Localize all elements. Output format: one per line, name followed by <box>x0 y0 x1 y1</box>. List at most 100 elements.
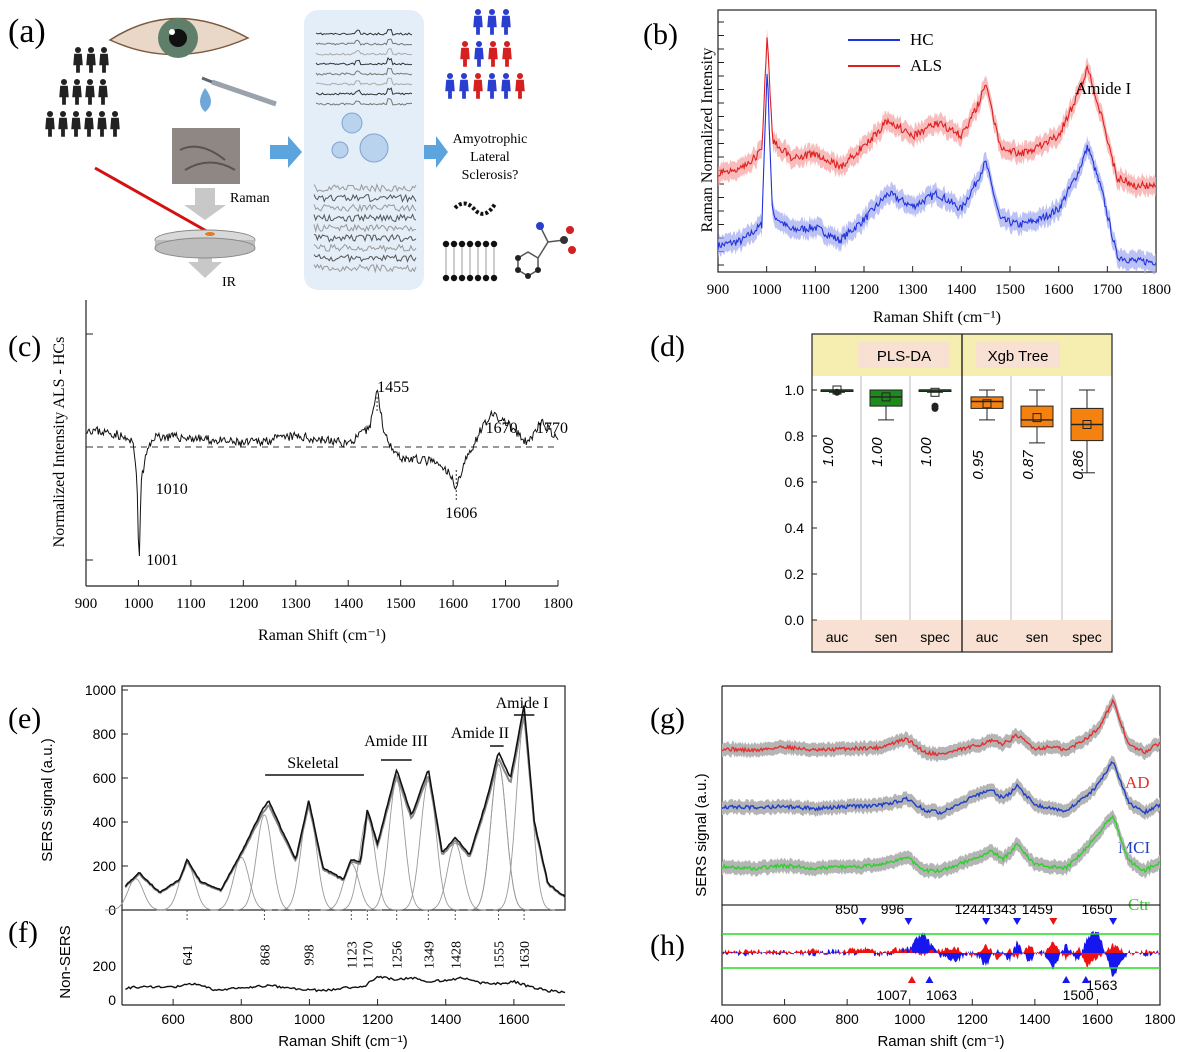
person-head <box>74 46 82 54</box>
y-axis-label: Raman Normalized Intensity <box>699 48 716 233</box>
x-tick-label: 1500 <box>386 596 416 612</box>
box-value-label: 0.87 <box>1020 450 1037 480</box>
peak-label-1455: 1455 <box>377 379 409 396</box>
person-body <box>445 79 455 99</box>
series-line-als <box>717 37 1157 191</box>
region-label: Amide II <box>451 725 509 742</box>
peak-arrow-icon <box>1062 976 1071 983</box>
lipid-head <box>482 274 490 282</box>
difference-line <box>85 389 559 557</box>
peak-label-1606: 1606 <box>445 505 477 522</box>
question-line-3: Sclerosis? <box>462 168 519 183</box>
person-body <box>86 53 96 73</box>
non-sers-line <box>125 975 566 994</box>
x-tick-label: 1300 <box>898 282 928 298</box>
component-peak <box>278 808 340 911</box>
x-tick-label: 1000 <box>123 596 153 612</box>
person-body <box>98 85 108 105</box>
x-tick-label: 400 <box>710 1011 734 1027</box>
component-peak <box>210 856 272 911</box>
lipid-head <box>458 274 466 282</box>
spectrum-line <box>315 38 413 46</box>
lipid-head <box>458 240 466 248</box>
top-peak-label-1244: 1244 <box>954 901 985 917</box>
x-tick-label: 1500 <box>995 282 1025 298</box>
people-colored-icon <box>445 8 525 99</box>
person-head <box>474 8 482 16</box>
person-head <box>489 40 497 48</box>
person-head <box>86 78 94 86</box>
category-label-sen: sen <box>875 629 898 645</box>
group-label-xgb-tree: Xgb Tree <box>988 348 1049 365</box>
component-peak <box>233 814 296 911</box>
series-line-mci <box>721 761 1161 816</box>
person-head <box>73 78 81 86</box>
peak-label-868: 868 <box>258 945 273 966</box>
series-band-ctr <box>722 809 1160 880</box>
sers-spectrum-line <box>124 705 566 898</box>
person-body <box>488 47 498 67</box>
person-head <box>488 8 496 16</box>
y-tick-label: 200 <box>93 858 117 874</box>
peak-label-1428: 1428 <box>449 941 464 969</box>
peak-arrow-icon <box>1109 918 1118 925</box>
spectrum-line <box>313 182 417 193</box>
component-peak <box>493 721 555 911</box>
y-axis-label: Normalized Intensity ALS - HCs <box>51 337 68 548</box>
panel-d-chart: (d) PLS-DA Xgb Tree 0.0 0.2 0.4 0.6 0.8 1.0 1.00… <box>650 330 1113 653</box>
lipid-head <box>466 274 474 282</box>
person-head <box>98 110 106 118</box>
spectrum-line <box>315 67 413 76</box>
box-mean <box>982 399 992 409</box>
region-label: Amide I <box>496 695 549 712</box>
box-mean <box>881 392 891 402</box>
x-tick-label: 1700 <box>1092 282 1122 298</box>
person-body <box>71 117 81 137</box>
peak-label-1770: 1770 <box>536 420 568 437</box>
panel-label-g: (g) <box>650 702 685 735</box>
region-label: Amide III <box>364 733 428 750</box>
sample-stage-icon <box>154 229 256 259</box>
peak-label-998: 998 <box>303 945 318 966</box>
series-line-hc <box>717 74 1157 266</box>
box-mean <box>930 387 940 397</box>
series-band-mci <box>722 755 1160 821</box>
person-body <box>85 85 95 105</box>
series-line-ctr <box>721 814 1161 875</box>
y-tick-label: 0.8 <box>785 428 805 444</box>
spectrum-line <box>315 98 413 106</box>
region-label: Skeletal <box>287 755 339 772</box>
diff-area-blue <box>722 930 1160 977</box>
y-axis-label-f: Non-SERS <box>57 925 74 998</box>
person-head <box>502 8 510 16</box>
panel-b-chart: (b) 900 1000 1100 1200 1300 1400 1500 1600 1700 1… <box>643 9 1171 326</box>
person-head <box>46 110 54 118</box>
y-tick-label: 600 <box>93 770 117 786</box>
category-label-spec: spec <box>1072 629 1102 645</box>
person-body <box>73 53 83 73</box>
microscopy-image <box>172 128 240 184</box>
diff-area-red <box>722 941 1160 968</box>
x-axis-label-f: Raman Shift (cm⁻¹) <box>278 1033 408 1050</box>
y-tick-label-f: 0 <box>108 992 116 1008</box>
x-tick-label: 1200 <box>957 1011 988 1027</box>
lipid-head <box>474 240 482 248</box>
peak-arrow-icon <box>1013 918 1022 925</box>
top-peak-label-1459: 1459 <box>1022 901 1053 917</box>
peak-label-641: 641 <box>181 945 196 966</box>
person-head <box>59 110 67 118</box>
box-value-label: 0.86 <box>1070 450 1087 480</box>
lipid-head <box>450 240 458 248</box>
person-body <box>487 15 497 35</box>
pipette-icon <box>201 76 277 107</box>
x-tick-label: 600 <box>161 1011 185 1027</box>
x-tick-label: 900 <box>707 282 730 298</box>
legend-label-als: ALS <box>910 56 942 75</box>
peak-arrow-icon <box>907 976 916 983</box>
series-line-ad <box>721 698 1161 757</box>
box-value-label: 1.00 <box>869 437 886 467</box>
lipid-head <box>490 274 498 282</box>
box-value-label: 0.95 <box>970 450 987 480</box>
x-axis-label: Raman Shift (cm⁻¹) <box>258 627 386 644</box>
